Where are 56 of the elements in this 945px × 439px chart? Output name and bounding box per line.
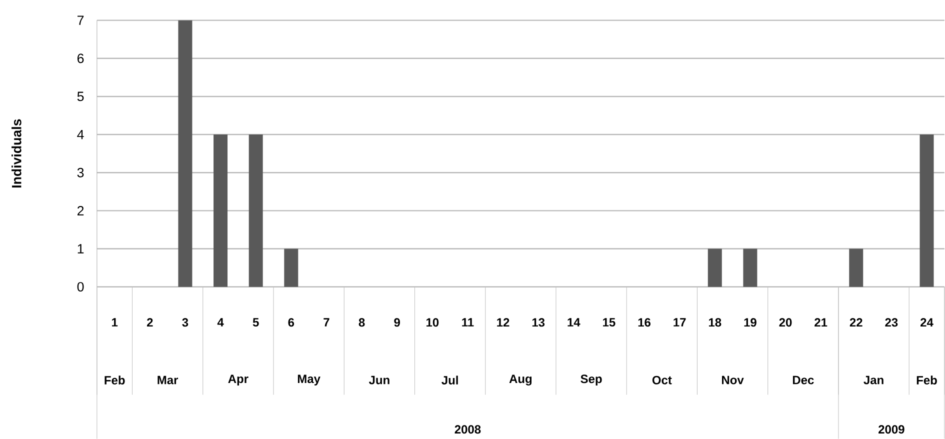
x-tick-label: 20 bbox=[779, 318, 792, 327]
y-tick-label: 4 bbox=[77, 130, 84, 140]
x-tick-label: 13 bbox=[532, 318, 545, 327]
y-tick-label: 7 bbox=[78, 16, 84, 25]
text: Dec bbox=[792, 376, 814, 384]
x-tick-label: 8 bbox=[358, 318, 365, 327]
x-tick-label: 19 bbox=[744, 318, 756, 327]
x-tick-label: 4 bbox=[217, 318, 224, 326]
x-tick-label: 17 bbox=[674, 318, 686, 326]
x-tick-label: 1 bbox=[112, 318, 118, 326]
text: Oct bbox=[652, 376, 672, 384]
x-tick-label: 7 bbox=[324, 318, 330, 326]
x-tick-label: 16 bbox=[638, 318, 650, 327]
text: 2008 bbox=[454, 425, 481, 434]
x-tick-label: 3 bbox=[182, 318, 188, 327]
bar bbox=[743, 248, 758, 287]
x-tick-label: 6 bbox=[288, 318, 294, 327]
y-tick-label: 6 bbox=[78, 54, 84, 64]
text: 2009 bbox=[878, 425, 904, 434]
text: Mar bbox=[158, 376, 178, 384]
bar bbox=[849, 248, 864, 287]
x-tick-label: 5 bbox=[252, 318, 259, 327]
text: Feb bbox=[104, 376, 125, 384]
bar bbox=[284, 248, 298, 287]
text: Jul bbox=[442, 376, 458, 384]
text: May bbox=[298, 374, 320, 386]
text: Nov bbox=[722, 376, 744, 384]
y-tick-label: 1 bbox=[78, 244, 84, 254]
y-tick-label: 3 bbox=[77, 168, 84, 178]
text: Sep bbox=[580, 374, 602, 386]
x-tick-label: 11 bbox=[462, 318, 474, 326]
x-tick-label: 14 bbox=[568, 318, 580, 326]
x-tick-label: 15 bbox=[603, 318, 616, 327]
x-tick-label: 12 bbox=[497, 318, 510, 327]
text: Jun bbox=[368, 376, 390, 384]
text: Apr bbox=[228, 374, 248, 386]
y-tick-label: 2 bbox=[78, 206, 84, 216]
bar bbox=[708, 248, 722, 287]
text: Feb bbox=[916, 376, 937, 384]
x-tick-label: 23 bbox=[885, 318, 898, 327]
y-axis-title: Individuals bbox=[12, 119, 22, 188]
x-tick-label: 21 bbox=[814, 318, 828, 327]
text: Jan bbox=[864, 376, 884, 384]
x-tick-label: 22 bbox=[850, 318, 862, 327]
bar bbox=[178, 20, 192, 287]
bar bbox=[920, 134, 934, 287]
x-tick-label: 9 bbox=[394, 318, 400, 327]
y-tick-label: 0 bbox=[77, 282, 84, 292]
x-tick-label: 24 bbox=[920, 318, 934, 327]
y-tick-label: 5 bbox=[77, 92, 84, 102]
bar bbox=[248, 134, 263, 287]
bar bbox=[214, 134, 228, 287]
x-tick-label: 18 bbox=[708, 318, 722, 327]
x-tick-label: 10 bbox=[426, 318, 439, 327]
x-tick-label: 2 bbox=[146, 318, 153, 327]
text: Aug bbox=[509, 374, 532, 386]
